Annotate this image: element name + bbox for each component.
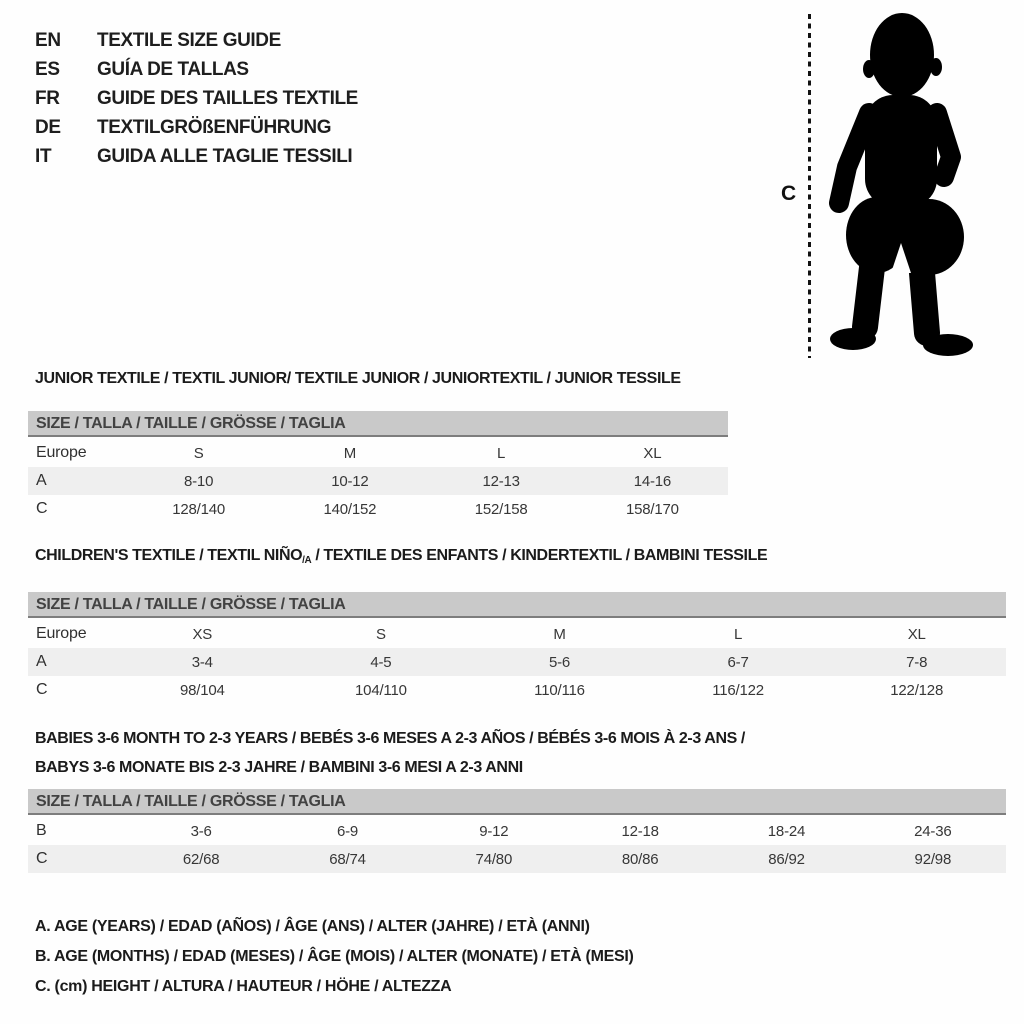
- cell-value: M: [343, 444, 357, 462]
- language-title: GUIDA ALLE TAGLIE TESSILI: [97, 146, 353, 167]
- babies-title-line1: BABIES 3-6 MONTH TO 2-3 YEARS / BEBÉS 3-…: [35, 730, 745, 747]
- cell-value: 12-18: [621, 822, 659, 840]
- table-row: B 3-6 6-9 9-12 12-18 18-24 24-36: [28, 817, 1006, 845]
- cell-value: 98/104: [179, 681, 225, 699]
- table-row: A 3-4 4-5 5-6 6-7 7-8: [28, 648, 1006, 676]
- language-row-de: DE TEXTILGRÖßENFÜHRUNG: [35, 113, 358, 142]
- cell-value: 8-10: [184, 472, 214, 490]
- cell-value: 3-4: [191, 653, 213, 671]
- cell-value: 6-7: [727, 653, 749, 671]
- cell-value: 4-5: [370, 653, 392, 671]
- babies-size-header-bar: SIZE / TALLA / TAILLE / GRÖSSE / TAGLIA: [28, 789, 1006, 815]
- legend-item-b: B. AGE (MONTHS) / EDAD (MESES) / ÂGE (MO…: [35, 948, 634, 965]
- children-title-subscript: /A: [302, 554, 312, 566]
- language-code: FR: [35, 88, 60, 109]
- language-row-es: ES GUÍA DE TALLAS: [35, 55, 358, 84]
- babies-title-line2: BABYS 3-6 MONATE BIS 2-3 JAHRE / BAMBINI…: [35, 759, 523, 776]
- legend-item-a: A. AGE (YEARS) / EDAD (AÑOS) / ÂGE (ANS)…: [35, 918, 590, 935]
- babies-size-table: B 3-6 6-9 9-12 12-18 18-24 24-36 C 62/68 68/74 74/…: [28, 817, 1006, 873]
- cell-value: 12-13: [482, 472, 520, 490]
- height-measure-label: C: [781, 182, 797, 205]
- cell-value: 68/74: [329, 850, 366, 868]
- cell-value: 80/86: [621, 850, 659, 868]
- table-row: C 62/68 68/74 74/80 80/86 86/92 92/98: [28, 845, 1006, 873]
- row-label: A: [36, 472, 47, 489]
- junior-size-table: Europe S M L XL A 8-10 10-12 12-13 14-16 C 128/140 1…: [28, 439, 728, 523]
- legend: A. AGE (YEARS) / EDAD (AÑOS) / ÂGE (ANS)…: [35, 912, 634, 1002]
- cell-value: XL: [907, 625, 926, 643]
- cell-value: 24-36: [914, 822, 952, 840]
- language-code: ES: [35, 59, 60, 80]
- children-section-title: CHILDREN'S TEXTILE / TEXTIL NIÑO/A / TEX…: [35, 546, 768, 571]
- language-title: GUÍA DE TALLAS: [97, 59, 249, 80]
- cell-value: XS: [192, 625, 213, 643]
- junior-section-title: JUNIOR TEXTILE / TEXTIL JUNIOR/ TEXTILE …: [35, 370, 681, 387]
- cell-value: 6-9: [336, 822, 359, 840]
- row-label: C: [36, 500, 48, 517]
- cell-value: 62/68: [182, 850, 220, 868]
- language-title: GUIDE DES TAILLES TEXTILE: [97, 88, 358, 109]
- cell-value: 10-12: [331, 472, 369, 490]
- legend-item-c: C. (cm) HEIGHT / ALTURA / HAUTEUR / HÖHE…: [35, 978, 452, 995]
- toddler-silhouette: [829, 13, 973, 356]
- table-row: Europe XS S M L XL: [28, 620, 1006, 648]
- cell-value: 128/140: [172, 500, 226, 518]
- children-title-post: / TEXTILE DES ENFANTS / KINDERTEXTIL / B…: [311, 547, 768, 564]
- row-label: Europe: [36, 444, 87, 461]
- cell-value: 122/128: [890, 681, 944, 699]
- cell-value: 116/122: [712, 681, 764, 699]
- cell-value: 110/116: [534, 681, 585, 699]
- cell-value: 104/110: [355, 681, 407, 699]
- cell-value: 14-16: [633, 472, 672, 490]
- height-dotted-line: [808, 14, 811, 358]
- cell-value: L: [734, 625, 743, 643]
- language-code: IT: [35, 146, 52, 167]
- language-row-fr: FR GUIDE DES TAILLES TEXTILE: [35, 84, 358, 113]
- table-row: C 98/104 104/110 110/116 116/122 122/128: [28, 676, 1006, 704]
- junior-size-header-bar: SIZE / TALLA / TAILLE / GRÖSSE / TAGLIA: [28, 411, 728, 437]
- cell-value: S: [193, 444, 204, 462]
- cell-value: 140/152: [323, 500, 377, 518]
- cell-value: 92/98: [914, 850, 952, 868]
- row-label: C: [36, 681, 48, 698]
- cell-value: 74/80: [475, 850, 513, 868]
- cell-value: L: [497, 444, 506, 462]
- language-code: EN: [35, 30, 61, 51]
- table-row: C 128/140 140/152 152/158 158/170: [28, 495, 728, 523]
- cell-value: XL: [643, 444, 662, 462]
- row-label: A: [36, 653, 47, 670]
- children-size-header-bar: SIZE / TALLA / TAILLE / GRÖSSE / TAGLIA: [28, 592, 1006, 618]
- cell-value: 86/92: [768, 850, 805, 868]
- row-label: C: [36, 850, 48, 867]
- cell-value: M: [553, 625, 566, 643]
- language-title: TEXTILE SIZE GUIDE: [97, 30, 281, 51]
- language-row-en: EN TEXTILE SIZE GUIDE: [35, 26, 358, 55]
- cell-value: 7-8: [906, 653, 928, 671]
- row-label: Europe: [36, 625, 87, 642]
- language-row-it: IT GUIDA ALLE TAGLIE TESSILI: [35, 142, 358, 171]
- language-code: DE: [35, 117, 61, 138]
- cell-value: 3-6: [190, 822, 212, 840]
- children-title-pre: CHILDREN'S TEXTILE / TEXTIL NIÑO: [35, 547, 303, 564]
- table-row: Europe S M L XL: [28, 439, 728, 467]
- cell-value: 158/170: [625, 500, 679, 518]
- language-list: EN TEXTILE SIZE GUIDE ES GUÍA DE TALLAS …: [35, 26, 358, 171]
- babies-section-title: BABIES 3-6 MONTH TO 2-3 YEARS / BEBÉS 3-…: [35, 724, 745, 782]
- children-size-table: Europe XS S M L XL A 3-4 4-5 5-6 6-7 7-8 C 98/104 104/…: [28, 620, 1006, 704]
- cell-value: 152/158: [474, 500, 528, 518]
- cell-value: 18-24: [767, 822, 806, 840]
- cell-value: S: [375, 625, 386, 643]
- table-row: A 8-10 10-12 12-13 14-16: [28, 467, 728, 495]
- cell-value: 9-12: [479, 822, 509, 840]
- row-label: B: [36, 822, 47, 839]
- language-title: TEXTILGRÖßENFÜHRUNG: [97, 117, 332, 138]
- cell-value: 5-6: [548, 653, 571, 671]
